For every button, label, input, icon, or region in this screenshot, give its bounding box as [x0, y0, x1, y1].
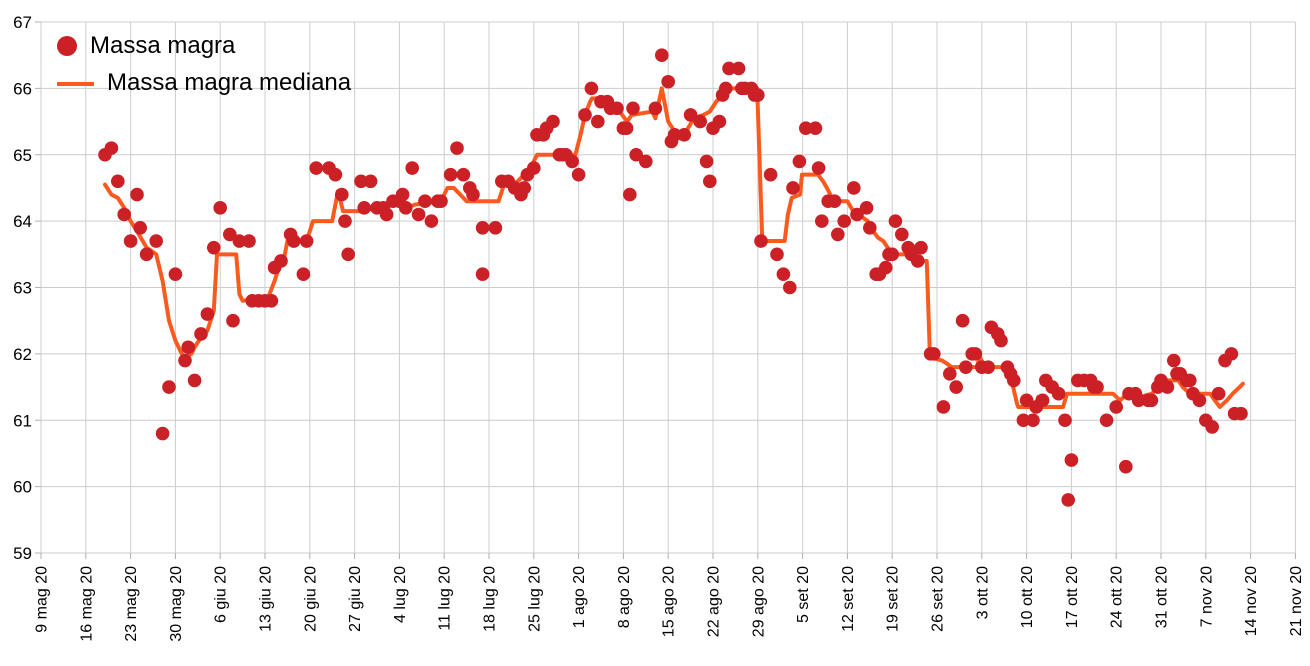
legend-line-marker	[57, 81, 94, 86]
svg-text:27 giu 20: 27 giu 20	[347, 566, 364, 632]
legend-label-massa-magra-mediana: Massa magra mediana	[107, 69, 352, 97]
svg-text:18 lug 20: 18 lug 20	[482, 566, 499, 632]
svg-text:6 giu 20: 6 giu 20	[213, 566, 230, 623]
svg-text:64: 64	[13, 212, 32, 231]
svg-text:21 nov 20: 21 nov 20	[1288, 566, 1305, 636]
svg-text:16 mag 20: 16 mag 20	[78, 566, 95, 642]
svg-text:1 ago 20: 1 ago 20	[571, 566, 588, 628]
svg-text:65: 65	[13, 146, 32, 165]
legend-item-massa-magra: Massa magra	[57, 32, 351, 59]
svg-text:9 mag 20: 9 mag 20	[34, 566, 51, 633]
svg-text:31 ott 20: 31 ott 20	[1154, 566, 1171, 628]
svg-text:17 ott 20: 17 ott 20	[1064, 566, 1081, 628]
legend-item-massa-magra-mediana: Massa magra mediana	[57, 69, 352, 97]
svg-text:59: 59	[13, 544, 32, 563]
svg-text:8 ago 20: 8 ago 20	[616, 566, 633, 628]
svg-text:10 ott 20: 10 ott 20	[1019, 566, 1036, 628]
svg-text:23 mag 20: 23 mag 20	[123, 566, 140, 642]
svg-text:19 set 20: 19 set 20	[885, 566, 902, 632]
svg-text:67: 67	[13, 13, 32, 32]
svg-text:12 set 20: 12 set 20	[840, 566, 857, 632]
svg-text:63: 63	[13, 279, 32, 298]
svg-text:61: 61	[13, 411, 32, 430]
svg-text:60: 60	[13, 478, 32, 497]
svg-text:30 mag 20: 30 mag 20	[168, 566, 185, 642]
svg-text:15 ago 20: 15 ago 20	[661, 566, 678, 637]
svg-text:24 ott 20: 24 ott 20	[1109, 566, 1126, 628]
svg-text:22 ago 20: 22 ago 20	[706, 566, 723, 637]
svg-text:29 ago 20: 29 ago 20	[750, 566, 767, 637]
chart-legend: Massa magra Massa magra mediana	[57, 32, 352, 97]
svg-text:3 ott 20: 3 ott 20	[974, 566, 991, 619]
svg-text:7 nov 20: 7 nov 20	[1198, 566, 1215, 627]
svg-text:14 nov 20: 14 nov 20	[1243, 566, 1260, 636]
svg-text:11 lug 20: 11 lug 20	[437, 566, 454, 631]
svg-text:62: 62	[13, 345, 32, 364]
legend-label-massa-magra: Massa magra	[90, 32, 236, 59]
svg-text:4 lug 20: 4 lug 20	[392, 566, 409, 623]
svg-text:13 giu 20: 13 giu 20	[258, 566, 275, 632]
svg-text:5 set 20: 5 set 20	[795, 566, 812, 623]
svg-text:66: 66	[13, 79, 32, 98]
legend-dot-marker	[57, 36, 77, 57]
svg-text:25 lug 20: 25 lug 20	[526, 566, 543, 632]
svg-text:20 giu 20: 20 giu 20	[302, 566, 319, 632]
svg-text:26 set 20: 26 set 20	[930, 566, 947, 632]
